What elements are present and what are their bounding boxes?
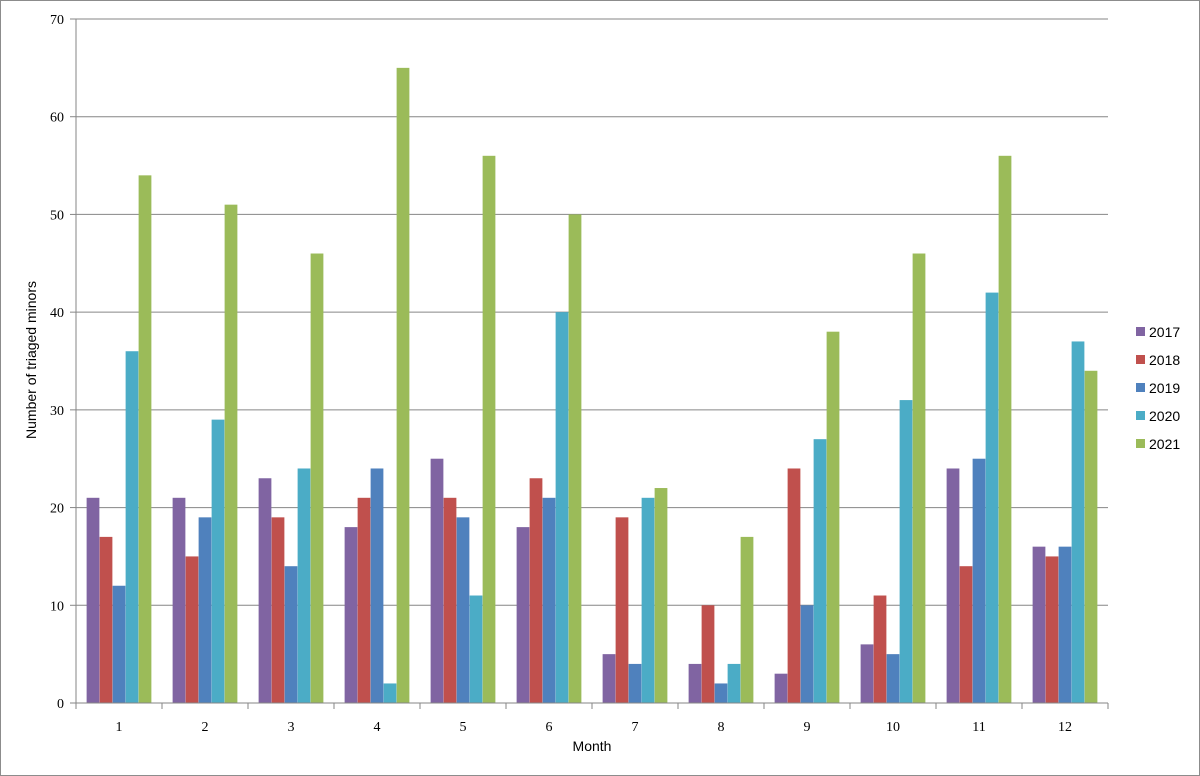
x-tick-label: 1 xyxy=(116,720,123,735)
bar-2021-month-12 xyxy=(1084,370,1098,703)
bar-2021-month-1 xyxy=(138,175,152,704)
x-tick-label: 5 xyxy=(460,720,467,735)
bar-2021-month-8 xyxy=(740,536,754,703)
legend-swatch-2018 xyxy=(1136,355,1145,364)
bar-2018-month-12 xyxy=(1045,556,1059,703)
bar-2020-month-10 xyxy=(899,400,913,703)
bar-2018-month-7 xyxy=(615,517,629,703)
x-axis-label: Month xyxy=(573,738,612,754)
legend-swatch-2021 xyxy=(1136,439,1145,448)
bar-2018-month-6 xyxy=(529,478,543,703)
bar-2020-month-5 xyxy=(469,595,483,703)
legend: 2017 2018 2019 2020 2021 xyxy=(1136,324,1180,452)
bar-2018-month-10 xyxy=(873,595,887,703)
bar-2020-month-9 xyxy=(813,439,827,703)
legend-label-2019: 2019 xyxy=(1149,380,1180,396)
y-tick-label: 50 xyxy=(50,208,64,223)
bar-2021-month-2 xyxy=(224,204,238,703)
bar-2019-month-12 xyxy=(1058,546,1072,703)
y-axis-label: Number of triaged minors xyxy=(23,281,39,439)
y-tick-label: 40 xyxy=(50,306,64,321)
bar-2019-month-6 xyxy=(542,497,556,703)
bar-2019-month-3 xyxy=(284,566,298,703)
bar-2017-month-1 xyxy=(86,497,100,703)
bar-2019-month-7 xyxy=(628,663,642,703)
bar-2018-month-5 xyxy=(443,497,457,703)
legend-label-2017: 2017 xyxy=(1149,324,1180,340)
y-tick-label: 0 xyxy=(57,697,64,712)
bar-2019-month-11 xyxy=(972,458,986,703)
bar-2021-month-11 xyxy=(998,155,1012,704)
bar-2019-month-8 xyxy=(714,683,728,703)
bar-2020-month-3 xyxy=(297,468,311,703)
bar-2020-month-8 xyxy=(727,663,741,703)
x-tick-labels: 1 2 3 4 5 6 7 8 9 10 11 12 xyxy=(116,720,1073,735)
bar-2017-month-2 xyxy=(172,497,186,703)
bar-2017-month-4 xyxy=(344,527,358,703)
bar-2017-month-11 xyxy=(946,468,960,703)
legend-swatch-2019 xyxy=(1136,383,1145,392)
x-tick-label: 6 xyxy=(546,720,553,735)
bar-2017-month-7 xyxy=(602,654,616,703)
bar-2018-month-2 xyxy=(185,556,199,703)
bar-2019-month-2 xyxy=(198,517,212,703)
bar-2019-month-5 xyxy=(456,517,470,703)
x-tick-label: 8 xyxy=(718,720,725,735)
bar-2017-month-12 xyxy=(1032,546,1046,703)
bars xyxy=(86,67,1098,704)
legend-swatch-2020 xyxy=(1136,411,1145,420)
bar-2019-month-9 xyxy=(800,605,814,703)
x-tick-label: 10 xyxy=(886,720,900,735)
y-tick-label: 60 xyxy=(50,111,64,126)
y-tick-labels: 0 10 20 30 40 50 60 70 xyxy=(50,13,64,712)
x-tick-label: 12 xyxy=(1058,720,1072,735)
y-tick-label: 10 xyxy=(50,599,64,614)
bar-2018-month-1 xyxy=(99,536,113,703)
bar-2018-month-8 xyxy=(701,605,715,703)
x-tick-label: 2 xyxy=(202,720,209,735)
bar-2021-month-6 xyxy=(568,214,582,703)
bar-2017-month-9 xyxy=(774,673,788,703)
axes xyxy=(75,19,1109,709)
bar-2019-month-10 xyxy=(886,654,900,703)
bar-2017-month-3 xyxy=(258,478,272,703)
legend-label-2021: 2021 xyxy=(1149,436,1180,452)
bar-2018-month-4 xyxy=(357,497,371,703)
x-tick-label: 3 xyxy=(288,720,295,735)
x-tick-label: 9 xyxy=(804,720,811,735)
x-tick-label: 11 xyxy=(972,720,985,735)
bar-2017-month-5 xyxy=(430,458,444,703)
bar-2018-month-11 xyxy=(959,566,973,703)
legend-label-2018: 2018 xyxy=(1149,352,1180,368)
bar-2018-month-3 xyxy=(271,517,285,703)
x-tick-label: 7 xyxy=(632,720,639,735)
y-tick-label: 70 xyxy=(50,13,64,28)
bar-2017-month-6 xyxy=(516,527,530,703)
legend-label-2020: 2020 xyxy=(1149,408,1180,424)
bar-2021-month-4 xyxy=(396,67,410,704)
bar-2020-month-6 xyxy=(555,312,569,703)
bar-2021-month-7 xyxy=(654,488,668,703)
y-tick-label: 20 xyxy=(50,502,64,517)
legend-swatch-2017 xyxy=(1136,327,1145,336)
bar-2020-month-7 xyxy=(641,497,655,703)
bar-2018-month-9 xyxy=(787,468,801,703)
y-tick-label: 30 xyxy=(50,404,64,419)
bar-2019-month-1 xyxy=(112,585,126,703)
bar-2021-month-5 xyxy=(482,155,496,704)
bar-2020-month-11 xyxy=(985,292,999,703)
bar-2021-month-9 xyxy=(826,331,840,703)
bar-2021-month-3 xyxy=(310,253,324,703)
bar-2020-month-12 xyxy=(1071,341,1085,703)
bar-2017-month-10 xyxy=(860,644,874,703)
bar-2020-month-1 xyxy=(125,351,139,703)
x-tick-label: 4 xyxy=(374,720,381,735)
gridlines xyxy=(70,18,1108,704)
bar-2017-month-8 xyxy=(688,663,702,703)
bar-2020-month-2 xyxy=(211,419,225,703)
bar-2019-month-4 xyxy=(370,468,384,703)
bar-2020-month-4 xyxy=(383,683,397,703)
bar-2021-month-10 xyxy=(912,253,926,703)
